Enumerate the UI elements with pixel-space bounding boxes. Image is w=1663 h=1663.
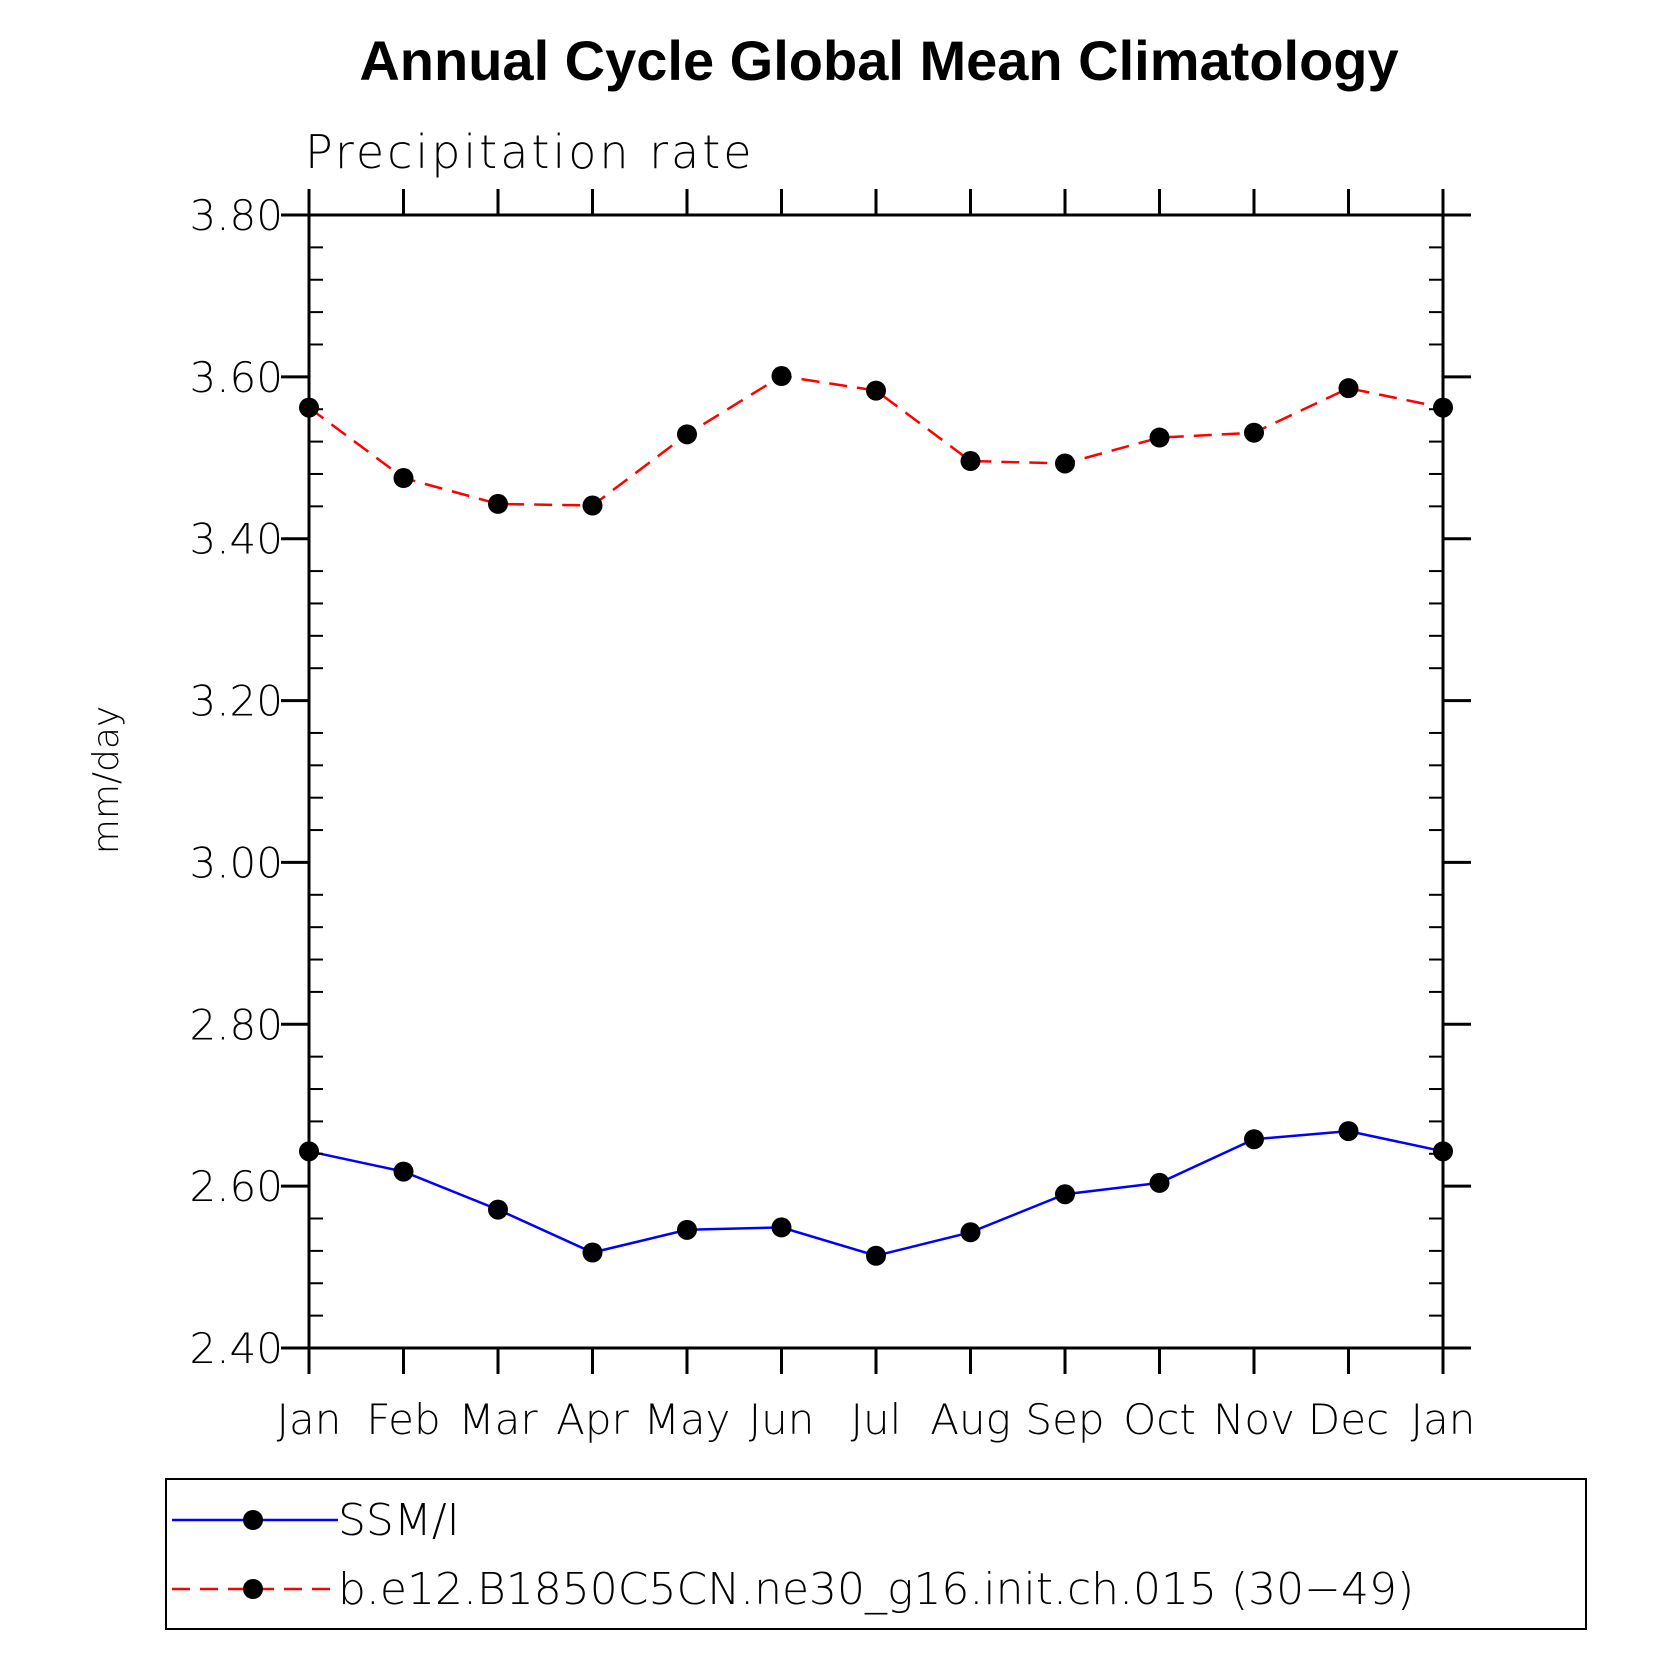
x-tick-label: Mar bbox=[458, 1395, 538, 1444]
data-point bbox=[1244, 422, 1264, 443]
y-tick-label: 3.00 bbox=[189, 838, 283, 887]
data-point bbox=[866, 380, 886, 401]
x-tick-label: Jun bbox=[749, 1395, 815, 1444]
y-tick-label: 3.80 bbox=[189, 191, 283, 240]
chart-title: Annual Cycle Global Mean Climatology bbox=[359, 29, 1398, 92]
y-tick-label: 3.60 bbox=[189, 353, 283, 402]
legend-box bbox=[165, 1478, 1587, 1630]
x-tick-label: Jan bbox=[277, 1395, 342, 1444]
x-tick-label: Nov bbox=[1213, 1395, 1295, 1444]
data-point bbox=[582, 1242, 603, 1263]
data-point bbox=[488, 493, 508, 514]
data-point bbox=[1055, 453, 1075, 474]
data-point bbox=[393, 1161, 414, 1182]
y-tick-label: 2.60 bbox=[189, 1162, 283, 1211]
series-line bbox=[308, 1129, 1444, 1257]
y-tick-label: 3.40 bbox=[189, 515, 283, 564]
y-tick-label: 2.80 bbox=[189, 1000, 283, 1049]
x-tick-label: Sep bbox=[1025, 1395, 1104, 1444]
data-point bbox=[1338, 1121, 1359, 1142]
x-tick-label: Apr bbox=[556, 1395, 629, 1444]
x-tick-label: Dec bbox=[1308, 1395, 1389, 1444]
data-point bbox=[488, 1199, 508, 1220]
data-point bbox=[677, 1219, 697, 1240]
data-point bbox=[582, 495, 603, 516]
x-tick-label: May bbox=[644, 1395, 731, 1444]
data-point bbox=[866, 1245, 886, 1266]
legend-marker-model bbox=[243, 1579, 263, 1599]
data-point bbox=[1338, 378, 1359, 399]
data-point bbox=[393, 468, 414, 489]
series-layer bbox=[299, 366, 1453, 1266]
data-point bbox=[771, 366, 792, 387]
data-point bbox=[1149, 1172, 1170, 1193]
x-tick-label: Feb bbox=[366, 1395, 440, 1444]
data-point bbox=[960, 1222, 981, 1243]
y-tick-label: 3.20 bbox=[189, 677, 283, 726]
legend-label-model: b.e12.B1850C5CN.ne30_g16.init.ch.015 (30… bbox=[338, 1564, 1414, 1615]
legend-label-ssmi: SSM/I bbox=[338, 1495, 460, 1546]
data-point bbox=[677, 424, 697, 445]
data-point bbox=[771, 1217, 792, 1238]
y-axis-label: mm/day bbox=[86, 706, 127, 854]
data-point bbox=[960, 451, 981, 472]
x-tick-label: Jul bbox=[851, 1395, 902, 1444]
x-tick-label: Aug bbox=[930, 1395, 1011, 1444]
legend-marker-ssmi bbox=[243, 1510, 263, 1530]
data-point bbox=[1055, 1184, 1075, 1205]
y-tick-label: 2.40 bbox=[189, 1324, 283, 1373]
x-tick-label: Oct bbox=[1123, 1395, 1196, 1444]
chart-subtitle: Precipitation rate bbox=[305, 125, 755, 179]
legend: SSM/I b.e12.B1850C5CN.ne30_g16.init.ch.0… bbox=[165, 1478, 1587, 1630]
data-point bbox=[1149, 427, 1170, 448]
data-point bbox=[1244, 1129, 1264, 1150]
axis-layer: Jan Feb Mar Apr May Jun Jul Aug Sep Oct Nov Dec Jan 2… bbox=[189, 189, 1475, 1444]
x-tick-label: Jan bbox=[1411, 1395, 1476, 1444]
